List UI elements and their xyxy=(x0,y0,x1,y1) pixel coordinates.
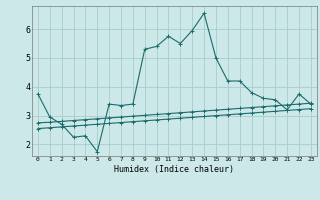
X-axis label: Humidex (Indice chaleur): Humidex (Indice chaleur) xyxy=(115,165,234,174)
